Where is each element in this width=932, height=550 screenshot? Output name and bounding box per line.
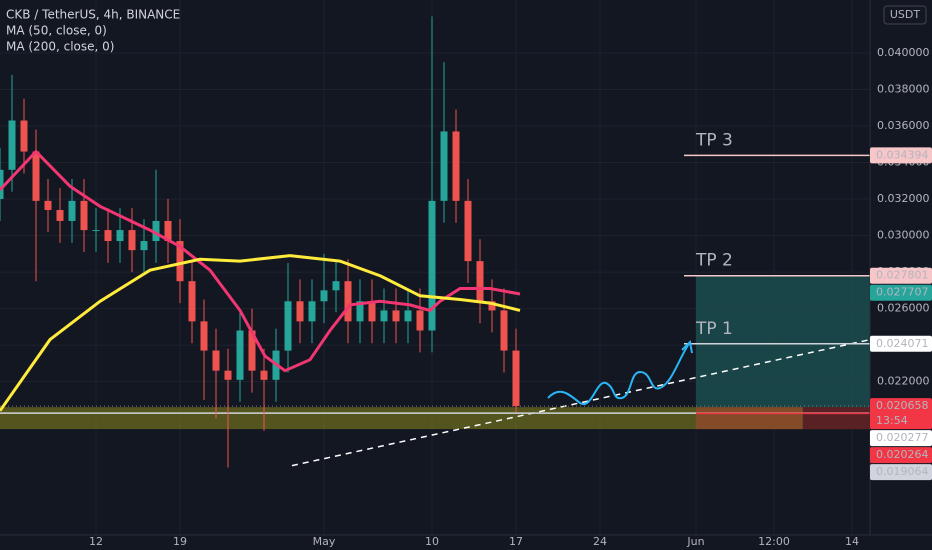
price-label: 0.019064 (876, 465, 929, 478)
drawings: TP 3 TP 2 TP 1 (0, 130, 871, 467)
candle-body (80, 200, 88, 231)
candle-body (344, 281, 352, 322)
candle-body (284, 301, 292, 351)
candle-body (260, 370, 268, 380)
candle-body (428, 200, 436, 331)
candle-body (464, 200, 472, 262)
candle-body (380, 310, 388, 322)
price-label-box (870, 398, 932, 430)
x-tick-label: 12:00 (758, 535, 790, 548)
y-tick-label: 0.038000 (877, 82, 930, 95)
candle-body (44, 200, 52, 210)
candle-body (212, 350, 220, 371)
grid (0, 0, 870, 535)
moving-average (0, 149, 521, 373)
candles (0, 16, 520, 468)
candle-body (332, 281, 340, 291)
axes: 0.0220000.0240000.0260000.0280000.030000… (89, 46, 932, 548)
price-label: 0.034394 (876, 148, 929, 161)
candle-body (356, 301, 364, 322)
projection-arrow (681, 339, 693, 354)
price-label: 0.020264 (876, 448, 929, 461)
candle-body (248, 330, 256, 371)
candle-body (152, 220, 160, 242)
candle-body (488, 301, 496, 311)
candle-body (296, 301, 304, 322)
candle-body (0, 169, 4, 200)
candle-body (92, 230, 100, 232)
candle-body (116, 230, 124, 242)
currency[interactable]: USDT (890, 8, 921, 21)
price-label: 0.027801 (876, 269, 929, 282)
candle-body (440, 131, 448, 201)
candle-body (308, 301, 316, 322)
chart-title: CKB / TetherUS, 4h, BINANCE (6, 8, 180, 22)
x-tick-label: 12 (89, 535, 103, 548)
candle-body (176, 241, 184, 282)
x-tick-label: 19 (173, 535, 187, 548)
currency-button[interactable] (883, 5, 927, 25)
y-tick-label: 0.040000 (877, 46, 930, 59)
candle-body (20, 120, 28, 152)
candle-body (236, 330, 244, 380)
stop-box-end (802, 407, 870, 430)
y-tick-label: 0.026000 (877, 302, 930, 315)
x-tick-label: 24 (593, 535, 607, 548)
tp-label: TP 1 (695, 319, 733, 339)
x-tick-label: May (313, 535, 336, 548)
x-tick-label: Jun (686, 535, 704, 548)
price-label: 0.020658 (876, 399, 929, 412)
candle-body (320, 290, 328, 302)
price-label-box (870, 335, 932, 352)
price-label: 0.024071 (876, 337, 929, 350)
countdown: 13:54 (876, 414, 908, 427)
candle-body (404, 310, 412, 322)
y-tick-label: 0.022000 (877, 375, 930, 388)
candle-body (416, 310, 424, 331)
price-label-box (870, 464, 932, 481)
candle-body (56, 209, 64, 221)
y-tick-label: 0.032000 (877, 192, 930, 205)
legend-entry: MA (50, close, 0) (6, 24, 107, 38)
candle-body (188, 281, 196, 322)
projection-curve (547, 341, 691, 406)
price-label: 0.020277 (876, 431, 929, 444)
x-tick-label: 17 (509, 535, 523, 548)
tp-label: TP 3 (695, 130, 733, 150)
price-label-box (870, 267, 932, 284)
stop-box (696, 407, 803, 430)
price-label-box (870, 430, 932, 447)
candle-body (164, 220, 172, 242)
candle-body (200, 321, 208, 351)
candle-body (392, 310, 400, 322)
x-tick-label: 14 (845, 535, 859, 548)
price-label-box (870, 147, 932, 164)
candle-body (140, 241, 148, 251)
candle-body (8, 120, 16, 170)
x-tick-label: 10 (425, 535, 439, 548)
candle-body (368, 301, 376, 322)
candle-body (452, 131, 460, 201)
tp-label: TP 2 (695, 251, 733, 271)
price-label-box (870, 447, 932, 464)
y-tick-label: 0.030000 (877, 229, 930, 242)
y-tick-label: 0.036000 (877, 119, 930, 132)
candle-body (128, 230, 136, 251)
target-box (696, 275, 870, 408)
candle-body (500, 310, 508, 351)
moving-average (0, 254, 521, 412)
legend-entry: MA (200, close, 0) (6, 40, 114, 54)
candle-body (32, 151, 40, 201)
price-label-box (870, 284, 932, 301)
price-label: 0.027707 (876, 286, 929, 299)
candle-body (512, 350, 520, 407)
candle-body (68, 200, 76, 221)
candle-body (224, 370, 232, 380)
lines (0, 149, 521, 412)
candle-body (476, 261, 484, 302)
candle-body (104, 230, 112, 242)
